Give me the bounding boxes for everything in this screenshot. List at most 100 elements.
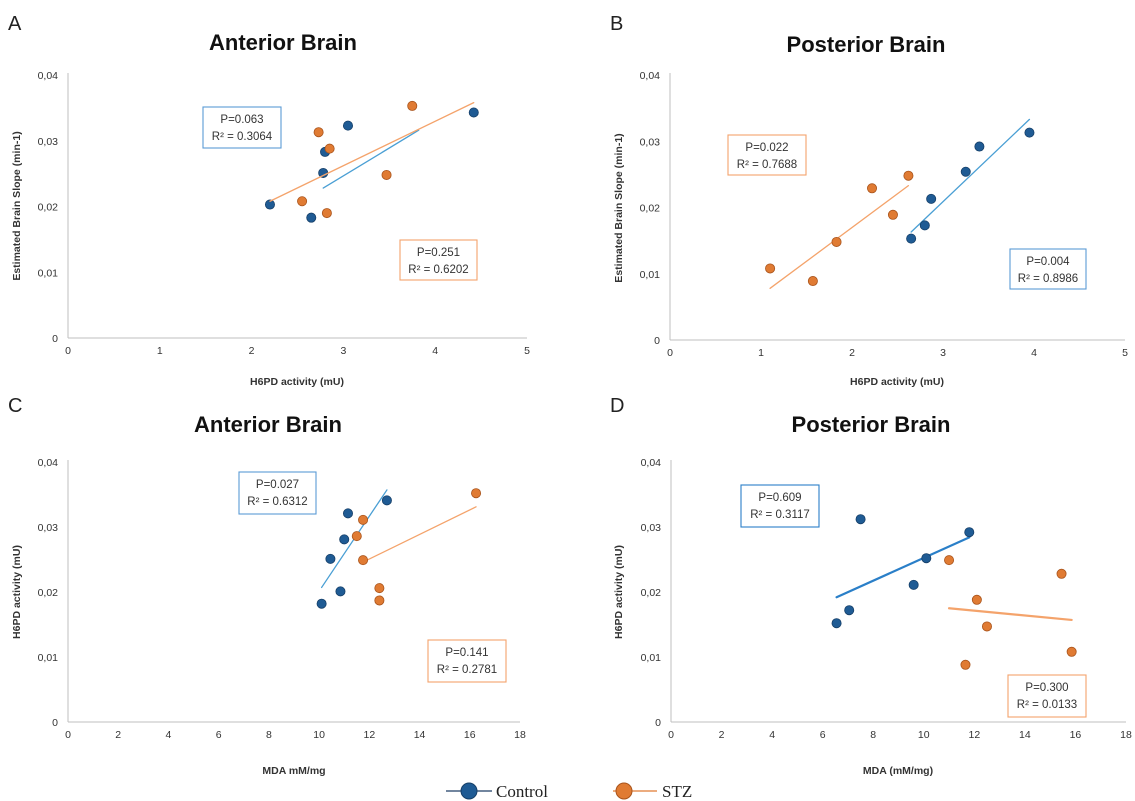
control-point bbox=[906, 233, 917, 244]
control-point bbox=[264, 199, 275, 210]
stz-trendline bbox=[769, 184, 910, 289]
control-point bbox=[1024, 127, 1035, 138]
y-tick-label: 0,01 bbox=[38, 652, 59, 664]
legend-stz-marker bbox=[615, 782, 633, 800]
control-point bbox=[855, 514, 866, 525]
y-tick-label: 0,02 bbox=[38, 202, 59, 214]
panel-letter: C bbox=[8, 395, 22, 417]
y-tick-label: 0,01 bbox=[641, 652, 662, 664]
x-tick-label: 14 bbox=[414, 729, 426, 741]
x-tick-label: 1 bbox=[758, 347, 764, 359]
stz-trendline bbox=[947, 607, 1073, 622]
stz-p-value: P=0.251 bbox=[417, 247, 460, 259]
stz-p-value: P=0.022 bbox=[745, 142, 788, 154]
chart-title: Posterior Brain bbox=[792, 412, 951, 437]
y-axis-label: H6PD activity (mU) bbox=[11, 545, 23, 639]
control-point bbox=[325, 553, 336, 564]
y-tick-label: 0 bbox=[654, 335, 660, 347]
chart-title: Posterior Brain bbox=[787, 32, 946, 57]
x-tick-label: 14 bbox=[1019, 729, 1031, 741]
y-tick-label: 0,01 bbox=[640, 269, 661, 281]
control-point bbox=[831, 618, 842, 629]
stz-stats-box bbox=[727, 134, 807, 176]
chart-panel-d: D Posterior Brain 0 2 4 6 8 10 12 14 16 18 0 0,01 0,02… bbox=[610, 395, 1132, 777]
control-point bbox=[921, 553, 932, 564]
panel-letter: D bbox=[610, 395, 624, 417]
control-point bbox=[342, 508, 353, 519]
x-tick-label: 4 bbox=[166, 729, 172, 741]
stz-point bbox=[374, 595, 385, 606]
x-tick-label: 0 bbox=[667, 347, 673, 359]
y-axis-label: Estimated Brain Slope (min-1) bbox=[11, 131, 23, 280]
control-trendline bbox=[910, 118, 1031, 233]
y-tick-label: 0,04 bbox=[640, 70, 661, 82]
x-tick-label: 2 bbox=[849, 347, 855, 359]
chart-title: Anterior Brain bbox=[209, 30, 357, 55]
stz-r-squared: R² = 0.7688 bbox=[737, 159, 797, 171]
y-tick-label: 0,04 bbox=[641, 457, 662, 469]
x-tick-label: 4 bbox=[769, 729, 775, 741]
control-point bbox=[468, 107, 479, 118]
control-trendline bbox=[835, 536, 971, 599]
stz-r-squared: R² = 0.2781 bbox=[437, 664, 497, 676]
chart-panel-b: B Posterior Brain 0 1 2 3 4 5 0 0,01 0,02 0,03 0,04 H… bbox=[610, 13, 1128, 388]
control-p-value: P=0.004 bbox=[1026, 256, 1070, 268]
legend-control-label: Control bbox=[496, 782, 548, 801]
x-tick-label: 4 bbox=[1031, 347, 1037, 359]
stz-point bbox=[407, 100, 418, 111]
control-p-value: P=0.027 bbox=[256, 479, 299, 491]
stz-point bbox=[807, 276, 818, 287]
x-axis-label: H6PD activity (mU) bbox=[250, 376, 344, 388]
chart-panel-a: A Anterior Brain 0 1 2 3 4 5 0 0,01 0,02 0,03 0,04 H6… bbox=[8, 13, 530, 388]
stz-point bbox=[944, 555, 955, 566]
y-axis-label: Estimated Brain Slope (min-1) bbox=[613, 133, 625, 282]
control-point bbox=[381, 495, 392, 506]
y-tick-label: 0,02 bbox=[641, 587, 662, 599]
control-point bbox=[960, 166, 971, 177]
stz-point bbox=[1056, 568, 1067, 579]
y-tick-label: 0 bbox=[52, 333, 58, 345]
stz-point bbox=[867, 183, 878, 194]
x-tick-label: 8 bbox=[870, 729, 876, 741]
panel-letter: B bbox=[610, 13, 623, 35]
x-tick-label: 2 bbox=[249, 345, 255, 357]
control-point bbox=[306, 212, 317, 223]
y-tick-label: 0,01 bbox=[38, 267, 59, 279]
x-tick-label: 12 bbox=[363, 729, 375, 741]
stz-point bbox=[321, 208, 332, 219]
x-tick-label: 5 bbox=[524, 345, 530, 357]
x-tick-label: 4 bbox=[432, 345, 438, 357]
x-tick-label: 16 bbox=[1070, 729, 1082, 741]
control-r-squared: R² = 0.3117 bbox=[750, 509, 810, 521]
legend-stz-label: STZ bbox=[662, 782, 692, 801]
control-stats-box bbox=[740, 484, 820, 528]
stz-p-value: P=0.141 bbox=[445, 647, 488, 659]
stz-trendline bbox=[269, 101, 475, 202]
control-stats-box bbox=[238, 471, 317, 515]
stz-point bbox=[381, 169, 392, 180]
control-trendline bbox=[322, 129, 420, 189]
x-tick-label: 0 bbox=[668, 729, 674, 741]
x-tick-label: 2 bbox=[719, 729, 725, 741]
y-axis-label: H6PD activity (mU) bbox=[613, 545, 625, 639]
control-point bbox=[974, 141, 985, 152]
stz-point bbox=[324, 143, 335, 154]
y-tick-label: 0,03 bbox=[38, 522, 59, 534]
stz-point bbox=[971, 594, 982, 605]
chart-panel-c: C Anterior Brain 0 2 4 6 8 10 12 14 16 18 0 0,01 0,02 0… bbox=[8, 395, 526, 777]
control-p-value: P=0.063 bbox=[220, 114, 263, 126]
x-tick-label: 8 bbox=[266, 729, 272, 741]
control-point bbox=[926, 193, 937, 204]
stz-r-squared: R² = 0.6202 bbox=[408, 264, 468, 276]
figure-legend: Control STZ bbox=[446, 782, 692, 801]
x-tick-label: 10 bbox=[313, 729, 325, 741]
stz-point bbox=[765, 263, 776, 274]
x-tick-label: 2 bbox=[115, 729, 121, 741]
control-stats-box bbox=[1009, 248, 1087, 290]
control-stats-box bbox=[202, 106, 282, 149]
y-tick-label: 0 bbox=[52, 717, 58, 729]
stz-point bbox=[471, 488, 482, 499]
x-tick-label: 0 bbox=[65, 345, 71, 357]
stz-trendline bbox=[362, 506, 477, 563]
